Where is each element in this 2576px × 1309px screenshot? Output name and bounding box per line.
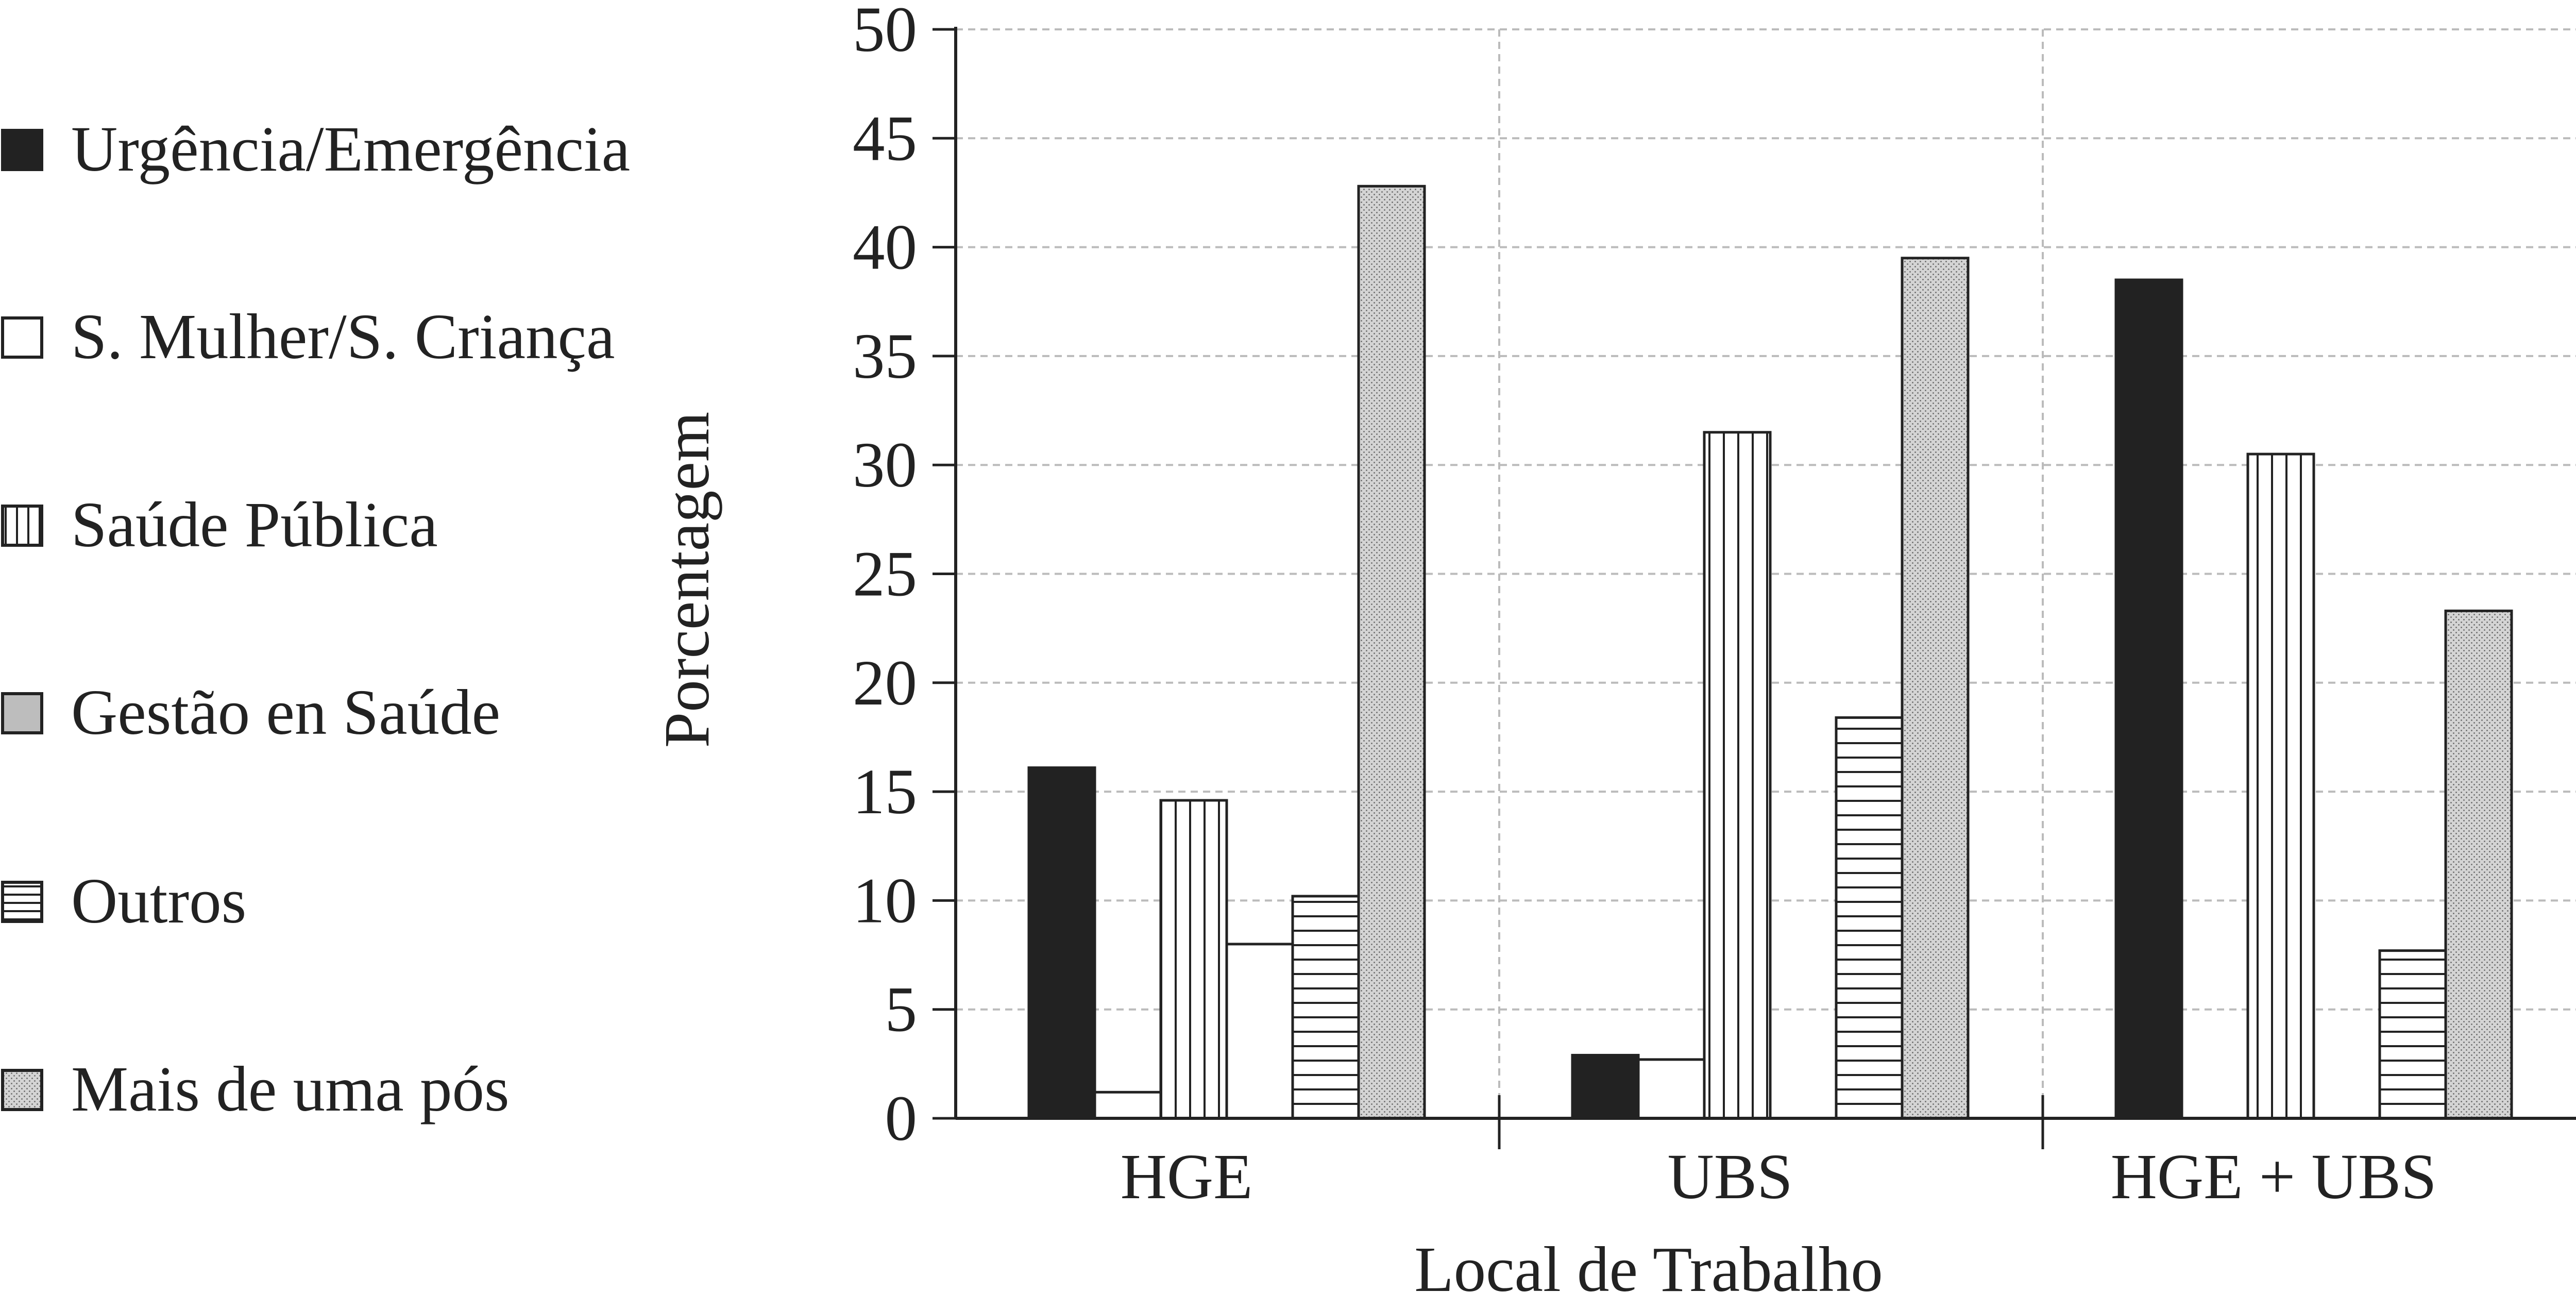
bar-mais-de-uma-p-s-ubs: [1901, 257, 1970, 1120]
y-tick-label: 15: [853, 757, 917, 828]
x-category-labels: HGE UBS HGE + UBS: [1121, 1142, 2437, 1213]
legend-swatch: [1, 881, 43, 923]
bar-mais-de-uma-p-s-hge: [1357, 184, 1426, 1120]
y-tick-label: 10: [853, 865, 917, 936]
y-tick-label: 45: [853, 103, 917, 174]
legend-item: Saúde Pública: [1, 490, 438, 561]
legend-swatch: [1, 505, 43, 547]
legend-label: Mais de uma pós: [71, 1054, 510, 1125]
legend-item: S. Mulher/S. Criança: [1, 301, 615, 373]
y-tick-label: 20: [853, 648, 917, 719]
bar-s-mulher-s-crian-a-ubs: [1637, 1058, 1706, 1120]
y-axis-label: Porcentagem: [652, 412, 723, 748]
bar-urg-ncia-emerg-ncia-hge: [1027, 766, 1096, 1120]
x-tick-label: HGE: [1121, 1142, 1253, 1213]
legend-item: Gestão en Saúde: [1, 677, 500, 748]
legend-swatch: [1, 1069, 43, 1111]
x-tick-label: UBS: [1668, 1142, 1793, 1213]
legend-label: Saúde Pública: [71, 490, 438, 561]
legend-label: S. Mulher/S. Criança: [71, 301, 615, 373]
legend-label: Urgência/Emergência: [71, 114, 630, 185]
gridlines: [956, 28, 2576, 1118]
y-tick-label: 5: [885, 975, 918, 1046]
x-tick-label: HGE + UBS: [2111, 1142, 2437, 1213]
legend-item: Mais de uma pós: [1, 1054, 510, 1125]
bar-outros-hge: [1291, 895, 1360, 1120]
bar-urg-ncia-emerg-ncia-ubs: [1571, 1053, 1640, 1120]
y-tick-labels: 0 5 10 15 20 25 30 35 40 45 50: [853, 0, 917, 1154]
bar-s-mulher-s-crian-a-hge: [1093, 1090, 1162, 1120]
legend-swatch: [1, 129, 43, 171]
legend-swatch: [1, 316, 43, 359]
y-tick-label: 25: [853, 539, 917, 610]
bar-gest-o-en-sa-de-hge: [1225, 943, 1294, 1120]
x-axis-label: Local de Trabalho: [1414, 1234, 1883, 1305]
legend-label: Outros: [71, 866, 246, 937]
bar-sa-de-p-blica-hge: [1159, 799, 1228, 1120]
y-tick-label: 50: [853, 0, 917, 65]
bar-sa-de-p-blica-ubs: [1703, 431, 1772, 1120]
y-tick-label: 0: [885, 1083, 918, 1154]
legend-swatch: [1, 692, 43, 734]
y-tick-label: 40: [853, 212, 917, 283]
bar-sa-de-p-blica-hge-ubs: [2246, 452, 2315, 1120]
bars: [1027, 184, 2513, 1120]
bar-urg-ncia-emerg-ncia-hge-ubs: [2114, 278, 2183, 1120]
axes: [933, 27, 2576, 1149]
legend: Urgência/Emergência S. Mulher/S. Criança S…: [1, 114, 630, 1125]
bar-outros-hge-ubs: [2378, 949, 2447, 1120]
y-tick-label: 35: [853, 321, 917, 392]
bar-mais-de-uma-p-s-hge-ubs: [2444, 609, 2513, 1120]
legend-item: Urgência/Emergência: [1, 114, 630, 185]
legend-item: Outros: [1, 866, 246, 937]
bar-outros-ubs: [1835, 716, 1904, 1120]
y-tick-label: 30: [853, 430, 917, 501]
legend-label: Gestão en Saúde: [71, 677, 500, 748]
